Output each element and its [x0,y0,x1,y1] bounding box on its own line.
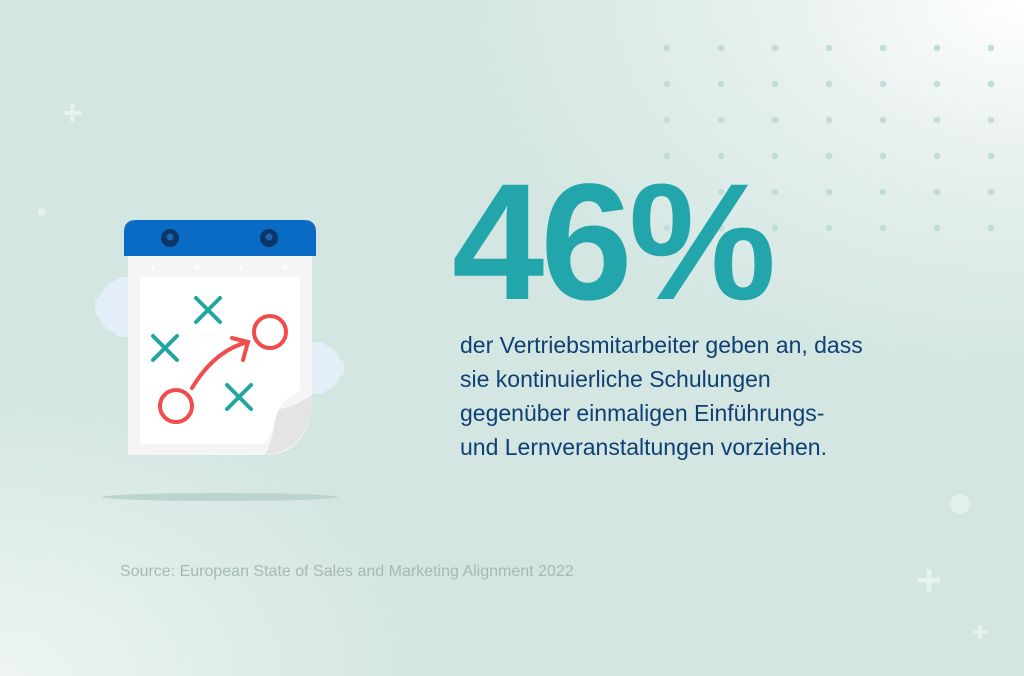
plus-decoration: + [916,556,942,605]
stat-value: 46% [452,150,776,335]
circle-decoration [38,208,46,216]
circle-decoration [950,494,970,514]
description-line: gegenüber einmaligen Einführungs- [460,400,825,426]
calendar-play-strategy-icon [90,210,350,515]
stat-description: der Vertriebsmitarbeiter geben an, dass … [460,328,863,464]
source-citation: Source: European State of Sales and Mark… [120,563,574,580]
dot-pattern [640,30,1024,250]
description-line: der Vertriebsmitarbeiter geben an, dass [460,332,863,358]
description-line: und Lernveranstaltungen vorziehen. [460,434,827,460]
description-line: sie kontinuierliche Schulungen [460,366,771,392]
plus-decoration: + [62,92,84,133]
plus-decoration: + [972,616,989,647]
